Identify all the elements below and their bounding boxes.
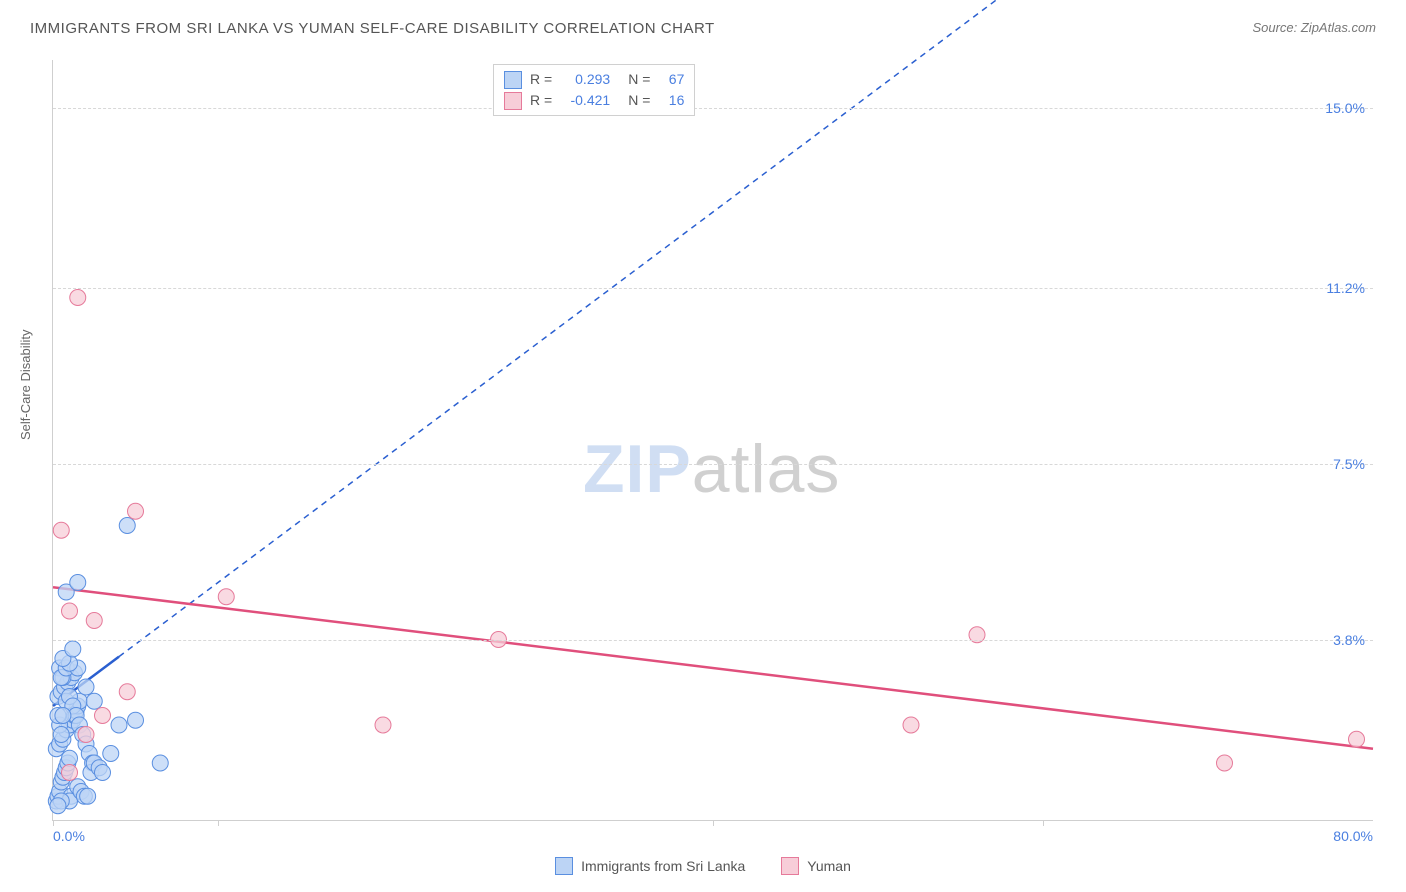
source-attribution: Source: ZipAtlas.com xyxy=(1252,20,1376,35)
chart-title: IMMIGRANTS FROM SRI LANKA VS YUMAN SELF-… xyxy=(30,20,715,37)
scatter-point xyxy=(86,613,102,629)
chart-svg xyxy=(53,60,1373,820)
y-axis-label: Self-Care Disability xyxy=(18,329,33,440)
legend-item: Immigrants from Sri Lanka xyxy=(555,857,745,875)
scatter-point xyxy=(218,589,234,605)
scatter-point xyxy=(53,522,69,538)
gridline xyxy=(53,288,1373,289)
series-swatch xyxy=(504,71,522,89)
scatter-point xyxy=(65,641,81,657)
scatter-point xyxy=(78,727,94,743)
scatter-point xyxy=(53,727,69,743)
r-label: R = xyxy=(530,69,552,90)
n-label: N = xyxy=(628,69,650,90)
scatter-point xyxy=(62,765,78,781)
legend-label: Yuman xyxy=(807,858,851,874)
scatter-point xyxy=(70,290,86,306)
x-tick xyxy=(218,820,219,826)
scatter-point xyxy=(95,765,111,781)
scatter-point xyxy=(70,575,86,591)
plot-area: ZIPatlas 3.8%7.5%11.2%15.0%0.0%80.0%R =0… xyxy=(52,60,1373,821)
legend-item: Yuman xyxy=(781,857,851,875)
legend-swatch xyxy=(781,857,799,875)
r-label: R = xyxy=(530,90,552,111)
legend-bottom: Immigrants from Sri Lanka Yuman xyxy=(0,857,1406,878)
scatter-point xyxy=(119,684,135,700)
scatter-point xyxy=(62,750,78,766)
scatter-point xyxy=(375,717,391,733)
r-value: -0.421 xyxy=(560,90,610,111)
scatter-point xyxy=(80,788,96,804)
scatter-point xyxy=(111,717,127,733)
x-max-label: 80.0% xyxy=(1333,828,1373,844)
gridline xyxy=(53,464,1373,465)
scatter-point xyxy=(78,679,94,695)
scatter-point xyxy=(119,518,135,534)
scatter-point xyxy=(152,755,168,771)
scatter-point xyxy=(86,693,102,709)
n-value: 67 xyxy=(658,69,684,90)
x-min-label: 0.0% xyxy=(53,828,85,844)
y-tick-label: 7.5% xyxy=(1333,456,1365,472)
scatter-point xyxy=(55,708,71,724)
x-tick xyxy=(713,820,714,826)
stats-box: R = 0.293 N = 67 R = -0.421 N = 16 xyxy=(493,64,695,116)
r-value: 0.293 xyxy=(560,69,610,90)
scatter-point xyxy=(903,717,919,733)
scatter-point xyxy=(128,503,144,519)
trend-line xyxy=(53,587,1373,749)
scatter-point xyxy=(1217,755,1233,771)
scatter-point xyxy=(1349,731,1365,747)
stats-row: R = -0.421 N = 16 xyxy=(504,90,684,111)
x-tick xyxy=(53,820,54,826)
gridline xyxy=(53,108,1373,109)
scatter-point xyxy=(128,712,144,728)
series-swatch xyxy=(504,92,522,110)
scatter-point xyxy=(50,798,66,814)
y-tick-label: 3.8% xyxy=(1333,632,1365,648)
stats-row: R = 0.293 N = 67 xyxy=(504,69,684,90)
y-tick-label: 15.0% xyxy=(1325,100,1365,116)
gridline xyxy=(53,640,1373,641)
n-value: 16 xyxy=(658,90,684,111)
n-label: N = xyxy=(628,90,650,111)
legend-label: Immigrants from Sri Lanka xyxy=(581,858,745,874)
y-tick-label: 11.2% xyxy=(1326,280,1365,296)
scatter-point xyxy=(95,708,111,724)
legend-swatch xyxy=(555,857,573,875)
scatter-point xyxy=(103,746,119,762)
x-tick xyxy=(1043,820,1044,826)
scatter-point xyxy=(62,603,78,619)
